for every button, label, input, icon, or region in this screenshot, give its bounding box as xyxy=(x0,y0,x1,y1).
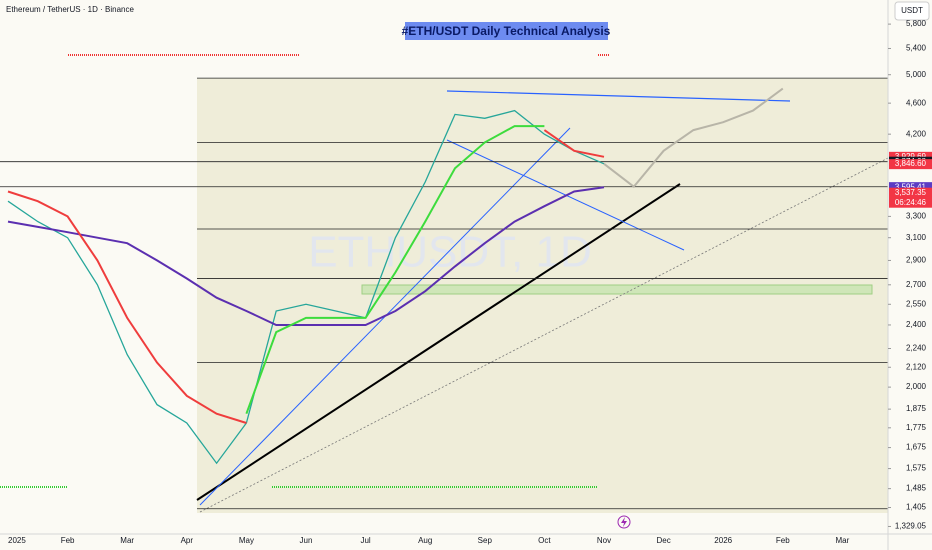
plot xyxy=(0,77,888,510)
title-box xyxy=(405,22,608,40)
x-tick-label: Feb xyxy=(61,536,75,545)
currency-box[interactable] xyxy=(894,1,930,21)
series-line xyxy=(7,129,605,424)
y-tick-label: 2,700 xyxy=(906,280,927,289)
y-tick-label: 5,800 xyxy=(906,19,927,28)
x-tick-label: 2025 xyxy=(8,536,26,545)
x-tick-label: Jun xyxy=(300,536,313,545)
y-tick-label: 2,400 xyxy=(906,320,927,329)
currency[interactable]: USDT xyxy=(901,6,923,15)
price-tag-label: 3,929.69 xyxy=(895,152,927,161)
y-tick-label: 2,120 xyxy=(906,362,927,371)
x-tick-label: Nov xyxy=(597,536,611,545)
x-tick-label: Mar xyxy=(836,536,850,545)
series-line xyxy=(245,125,545,415)
y-tick-label: 2,550 xyxy=(906,299,927,308)
y-tick-label: 1,575 xyxy=(906,464,927,473)
event-icon[interactable] xyxy=(617,515,631,529)
x-tick-label: Oct xyxy=(538,536,551,545)
x-tick-label: Feb xyxy=(776,536,790,545)
trend-line xyxy=(446,90,791,102)
y-tick-label: 2,240 xyxy=(906,344,927,353)
y-tick-label: 2,000 xyxy=(906,382,927,391)
y-tick-label: 1,775 xyxy=(906,423,927,432)
x-tick-label: Jul xyxy=(360,536,370,545)
series-line xyxy=(7,109,605,465)
x-tick-label: Aug xyxy=(418,536,432,545)
watermark: ETHUSDT, 1D xyxy=(308,228,592,277)
y-tick-label: 1,875 xyxy=(906,404,927,413)
y-tick-label: 3,100 xyxy=(906,233,927,242)
price-tag xyxy=(889,182,932,193)
x-tick-label: Dec xyxy=(656,536,670,545)
x-tick-label: Mar xyxy=(120,536,134,545)
trend-line xyxy=(199,157,889,513)
y-tick-label: 3,300 xyxy=(906,211,927,220)
price-tag xyxy=(889,187,932,208)
y-tick-label: 5,000 xyxy=(906,70,927,79)
chart-title: #ETH/USDT Daily Technical Analysis xyxy=(402,24,611,38)
trend-line xyxy=(196,183,681,501)
y-tick-label: 1,675 xyxy=(906,443,927,452)
shaded-zone xyxy=(197,78,888,513)
price-tag xyxy=(889,159,932,170)
y-tick-label: 2,900 xyxy=(906,256,927,265)
x-tick-label: 2026 xyxy=(714,536,732,545)
y-tick-label: 5,400 xyxy=(906,44,927,53)
y-tick-label: 4,200 xyxy=(906,129,927,138)
price-tag-label: 3,595.41 xyxy=(895,182,927,191)
support-zone xyxy=(361,284,873,295)
event-icon xyxy=(621,517,627,527)
price-tag-label: 3,537.35 xyxy=(895,188,927,197)
y-tick-label: 1,485 xyxy=(906,484,927,493)
series-line xyxy=(603,87,784,189)
x-tick-label: Apr xyxy=(181,536,194,545)
series-line xyxy=(7,186,605,326)
price-tag-label: 3,846.60 xyxy=(895,159,927,168)
y-tick-label: 1,329.05 xyxy=(895,522,927,531)
symbol: Ethereum / TetherUS · 1D · Binance xyxy=(6,5,134,14)
y-tick-label: 1,405 xyxy=(906,503,927,512)
x-tick-label: May xyxy=(239,536,254,545)
x-tick-label: Sep xyxy=(478,536,493,545)
y-tick-label: 4,600 xyxy=(906,98,927,107)
countdown: 06:24:46 xyxy=(895,198,927,207)
